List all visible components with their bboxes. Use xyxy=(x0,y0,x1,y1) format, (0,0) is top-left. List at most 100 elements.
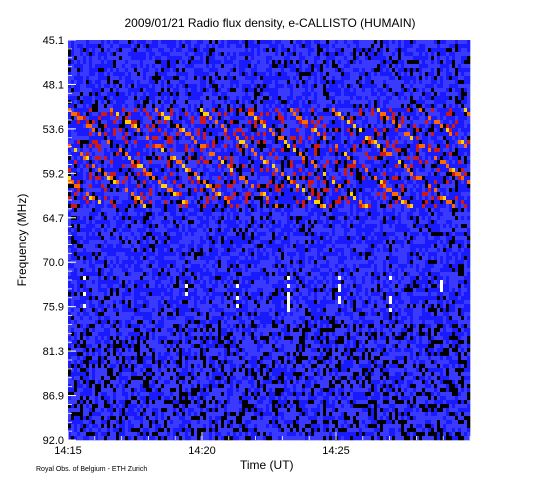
heatmap-cell xyxy=(380,132,384,137)
heatmap-cell xyxy=(107,112,111,117)
heatmap-cell xyxy=(368,100,372,105)
heatmap-cell xyxy=(437,72,441,77)
heatmap-cell xyxy=(365,148,369,153)
heatmap-cell xyxy=(464,72,468,77)
heatmap-cell xyxy=(377,40,381,45)
heatmap-cell xyxy=(110,112,114,117)
heatmap-cell xyxy=(356,180,360,185)
heatmap-cell xyxy=(260,72,264,77)
heatmap-cell xyxy=(443,156,447,161)
heatmap-cell xyxy=(302,176,306,181)
heatmap-cell xyxy=(188,156,192,161)
x-axis-label: Time (UT) xyxy=(240,458,294,472)
heatmap-cell xyxy=(233,84,237,89)
heatmap-cell xyxy=(464,120,468,125)
heatmap-cell xyxy=(173,180,177,185)
heatmap-cell xyxy=(314,128,318,133)
heatmap-cell xyxy=(347,84,351,89)
heatmap-cell xyxy=(221,124,225,129)
heatmap-cell xyxy=(98,168,102,173)
heatmap-cell xyxy=(380,124,384,129)
heatmap-cell xyxy=(257,88,261,93)
heatmap-cell xyxy=(224,104,228,109)
heatmap-cell xyxy=(263,60,267,65)
heatmap-cell xyxy=(293,184,297,189)
heatmap-cell xyxy=(332,132,336,137)
heatmap-cell xyxy=(143,152,147,157)
heatmap-cell xyxy=(164,112,168,117)
heatmap-cell xyxy=(308,60,312,65)
heatmap-cell xyxy=(452,160,456,165)
heatmap-cell xyxy=(431,164,435,169)
heatmap-cell xyxy=(194,48,198,53)
heatmap-cell xyxy=(374,88,378,93)
heatmap-cell xyxy=(428,76,432,81)
heatmap-cell xyxy=(188,160,192,165)
heatmap-cell xyxy=(236,100,240,105)
heatmap-cell xyxy=(290,44,294,49)
heatmap-cell xyxy=(176,40,180,45)
heatmap-cell xyxy=(77,84,81,89)
heatmap-cell xyxy=(467,132,471,137)
heatmap-cell xyxy=(254,84,258,89)
heatmap-cell xyxy=(95,84,99,89)
heatmap-cell xyxy=(167,80,171,85)
heatmap-cell xyxy=(185,88,189,93)
heatmap-cell xyxy=(410,168,414,173)
heatmap-cell xyxy=(305,64,309,69)
heatmap-cell xyxy=(227,76,231,81)
heatmap-cell xyxy=(275,72,279,77)
heatmap-cell xyxy=(389,40,393,45)
heatmap-cell xyxy=(257,64,261,69)
heatmap-cell xyxy=(314,88,318,93)
heatmap-cell xyxy=(329,148,333,153)
heatmap-cell xyxy=(230,68,234,73)
heatmap-cell xyxy=(431,144,435,149)
heatmap-cell xyxy=(164,116,168,121)
heatmap-cell xyxy=(125,172,129,177)
heatmap-cell xyxy=(299,176,303,181)
heatmap-cell xyxy=(116,120,120,125)
heatmap-cell xyxy=(233,80,237,85)
heatmap-cell xyxy=(119,40,123,45)
heatmap-cell xyxy=(356,132,360,137)
heatmap-cell xyxy=(332,160,336,165)
heatmap-cell xyxy=(176,112,180,117)
heatmap-cell xyxy=(95,68,99,73)
heatmap-cell xyxy=(89,48,93,53)
heatmap-cell xyxy=(341,108,345,113)
heatmap-cell xyxy=(149,96,153,101)
heatmap-cell xyxy=(458,144,462,149)
heatmap-cell xyxy=(164,96,168,101)
heatmap-cell xyxy=(149,64,153,69)
heatmap-cell xyxy=(320,100,324,105)
heatmap-cell xyxy=(215,128,219,133)
heatmap-cell xyxy=(92,60,96,65)
heatmap-cell xyxy=(221,48,225,53)
heatmap-cell xyxy=(275,132,279,137)
heatmap-cell xyxy=(248,88,252,93)
heatmap-cell xyxy=(278,92,282,97)
heatmap-cell xyxy=(251,68,255,73)
heatmap-cell xyxy=(206,168,210,173)
heatmap-cell xyxy=(410,60,414,65)
heatmap-cell xyxy=(164,88,168,93)
heatmap-cell xyxy=(431,108,435,113)
heatmap-cell xyxy=(173,48,177,53)
heatmap-cell xyxy=(122,180,126,185)
heatmap-cell xyxy=(206,40,210,45)
heatmap-cell xyxy=(209,44,213,49)
heatmap-cell xyxy=(182,96,186,101)
heatmap-cell xyxy=(119,48,123,53)
heatmap-cell xyxy=(122,136,126,141)
heatmap-cell xyxy=(398,176,402,181)
heatmap-cell xyxy=(437,84,441,89)
heatmap-cell xyxy=(362,64,366,69)
heatmap-cell xyxy=(134,116,138,121)
heatmap-cell xyxy=(185,56,189,61)
heatmap-cell xyxy=(329,144,333,149)
heatmap-cell xyxy=(101,184,105,189)
heatmap-cell xyxy=(239,184,243,189)
heatmap-cell xyxy=(143,180,147,185)
heatmap-cell xyxy=(308,100,312,105)
